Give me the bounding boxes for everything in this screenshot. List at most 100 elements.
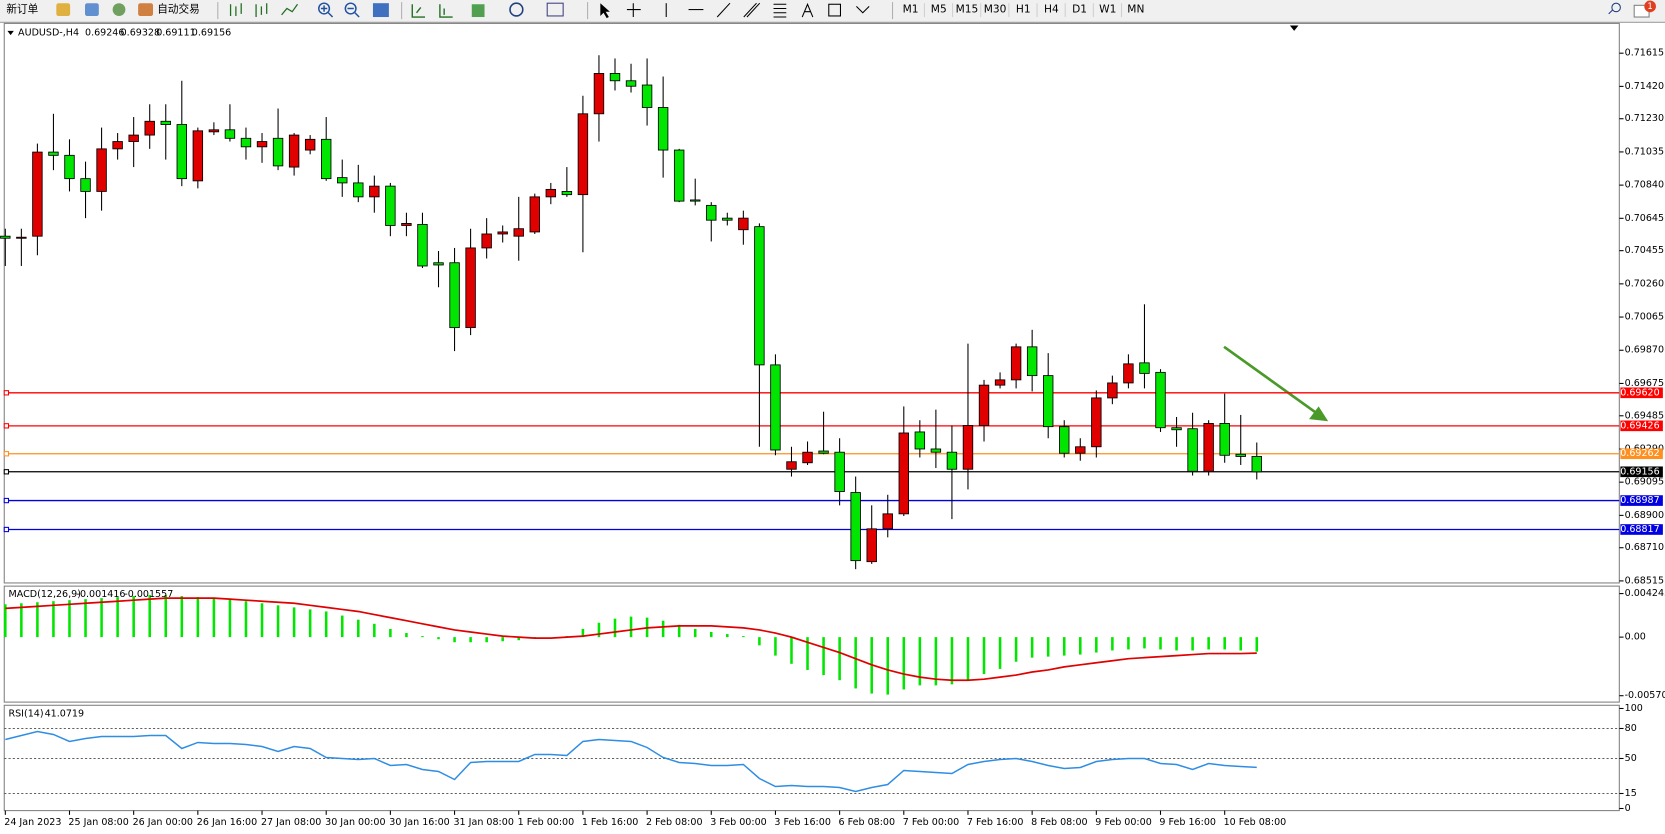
icon[interactable] <box>85 3 99 16</box>
macd-bar <box>1191 637 1194 651</box>
macd-bar <box>693 628 697 638</box>
auto-trading-icon[interactable] <box>138 3 154 16</box>
zoom-icons[interactable] <box>318 2 360 18</box>
timeframe-button[interactable]: MN <box>1127 3 1144 16</box>
new-order-button[interactable]: 新订单 <box>6 3 38 16</box>
candle-body <box>770 364 781 451</box>
y-tick-label: 0.70840 <box>1625 180 1664 191</box>
candle-body <box>449 262 460 329</box>
templates-icon[interactable] <box>546 2 564 17</box>
shift-icon[interactable] <box>411 4 426 18</box>
candle-body <box>272 137 284 167</box>
candle-body <box>497 231 508 235</box>
price-label: 0.68817 <box>1620 524 1659 535</box>
price-line-handle <box>3 423 10 429</box>
candle-body <box>898 432 910 515</box>
candle-body <box>208 129 220 133</box>
symbol-menu[interactable] <box>7 30 14 36</box>
chart-type-icons[interactable] <box>229 3 299 18</box>
periods-icon[interactable] <box>509 2 524 17</box>
macd-bar <box>1255 637 1259 652</box>
indicators-icon[interactable] <box>471 4 485 18</box>
y-tick-label: 0.69485 <box>1625 410 1664 421</box>
candle-body <box>192 130 204 182</box>
timeframe-button[interactable]: M30 <box>984 3 1007 16</box>
macd-bar <box>822 637 825 676</box>
cursor-tool[interactable] <box>600 3 610 19</box>
macd-bar <box>517 637 521 641</box>
macd-bar <box>52 601 55 638</box>
tile-icon[interactable] <box>372 3 389 18</box>
candle-body <box>706 204 717 221</box>
trendline-tool[interactable] <box>716 2 731 18</box>
rsi-pane <box>3 704 1620 812</box>
candle-body <box>417 224 428 267</box>
macd-bar <box>1014 637 1018 662</box>
toolbar-icons: 新订单 自动交易 M1 M5 M15 M30 H1 H4 D1 W1 MN <box>6 0 1656 20</box>
search-icon[interactable] <box>1608 2 1621 15</box>
arrows-tool[interactable] <box>856 6 870 14</box>
candle-body <box>994 379 1006 386</box>
label-tool[interactable] <box>828 3 842 17</box>
macd-bar <box>501 637 504 642</box>
timeframe-button[interactable]: H1 <box>1016 3 1031 16</box>
macd-bar <box>1062 637 1066 656</box>
price-pane <box>3 22 1620 584</box>
y-tick-label: 0.71420 <box>1625 81 1664 92</box>
notification-badge[interactable] <box>1644 0 1656 13</box>
x-tick-label: 27 Jan 08:00 <box>261 817 321 828</box>
indicator-value: -0.001557 <box>124 589 173 600</box>
x-tick-label: 1 Feb 00:00 <box>518 817 575 828</box>
macd-bar <box>357 619 360 638</box>
toolbar <box>0 0 1665 23</box>
macd-bar <box>308 609 312 638</box>
macd-bar <box>1111 637 1114 651</box>
candle-body <box>224 129 236 139</box>
macd-bar <box>886 637 890 695</box>
autoscroll-icon[interactable] <box>439 4 453 18</box>
macd-bar <box>228 599 232 638</box>
timeframe-button[interactable]: M5 <box>931 3 947 16</box>
candle-body <box>754 226 765 366</box>
crosshair-tool[interactable] <box>626 3 641 18</box>
price-line-handle <box>3 497 10 504</box>
timeframe-button[interactable]: D1 <box>1072 3 1087 16</box>
candle-body <box>529 196 540 233</box>
fibo-tool[interactable] <box>773 3 787 18</box>
text-tool[interactable] <box>801 2 814 18</box>
timeframe-button[interactable]: M1 <box>903 3 919 16</box>
macd-bar <box>838 637 841 681</box>
candle-body <box>112 141 123 150</box>
channel-tool[interactable] <box>743 2 761 18</box>
candle-body <box>144 120 155 136</box>
x-tick-label: 24 Jan 2023 <box>4 817 61 828</box>
auto-trading-button[interactable]: 自动交易 <box>157 3 199 16</box>
x-tick-label: 8 Feb 08:00 <box>1031 817 1088 828</box>
ohlc-value: 0.69246 <box>85 27 124 38</box>
timeframe-button[interactable]: M15 <box>956 3 979 16</box>
candle-body <box>1219 423 1230 456</box>
timeframe-button[interactable]: W1 <box>1099 3 1116 16</box>
icon[interactable] <box>56 3 71 16</box>
macd-bar <box>100 598 103 638</box>
candle-body <box>850 492 861 562</box>
macd-bar <box>758 637 761 646</box>
icon[interactable] <box>112 3 126 16</box>
macd-bar <box>661 620 665 638</box>
candle-body <box>561 190 573 196</box>
timeframe-button[interactable]: H4 <box>1044 3 1059 16</box>
rsi-line <box>5 730 1257 793</box>
y-tick-label: 0.70260 <box>1625 278 1664 289</box>
macd-bar <box>1095 637 1098 653</box>
macd-bar <box>324 611 328 638</box>
candle-body <box>802 451 813 464</box>
y-tick-label: 0.69870 <box>1625 345 1664 356</box>
macd-signal <box>5 597 1257 682</box>
candle-body <box>160 120 171 125</box>
y-tick-label: 15 <box>1625 788 1637 799</box>
candle-body <box>369 185 380 198</box>
y-tick-label: -0.005709 <box>1625 690 1665 701</box>
candle-body <box>32 151 43 237</box>
candle-body <box>16 236 27 239</box>
